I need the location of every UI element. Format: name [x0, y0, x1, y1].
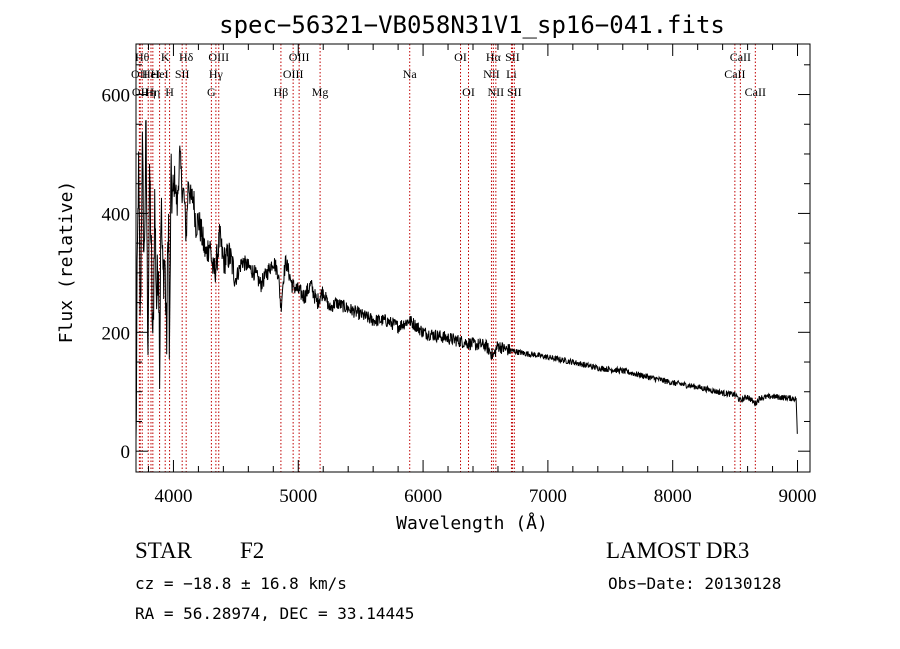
x-tick-label: 9000 [779, 486, 817, 507]
y-axis-label: Flux (relative) [56, 181, 77, 344]
spectral-line-label: OII [131, 67, 148, 81]
spectral-line-label: K [161, 50, 170, 64]
spectral-line-label: SII [505, 50, 520, 64]
spectral-line-label: Hα [486, 50, 502, 64]
spectral-line-label: Hη [141, 85, 156, 99]
spectral-line-label: OIII [208, 50, 229, 64]
x-tick-label: 8000 [654, 486, 692, 507]
spectral-line-label: Hη [145, 85, 160, 99]
x-tick-label: 7000 [529, 486, 567, 507]
obs-date: Obs−Date: 20130128 [608, 574, 782, 593]
object-class: STAR [135, 538, 192, 563]
spectral-line-label: OIII [283, 67, 304, 81]
redshift-readout: cz = −18.8 ± 16.8 km/s [135, 574, 347, 593]
spectrum-data-layer [135, 119, 798, 442]
spectral-line-label: Hδ [179, 50, 194, 64]
spectral-line-label: CaII [745, 85, 766, 99]
spectral-line-label: SII [507, 85, 522, 99]
axis-ticks-layer: 4000 5000 6000 7000 8000 9000 0 200 400 600 [102, 44, 817, 507]
chart-title: spec−56321−VB058N31V1_sp16−041.fits [219, 11, 725, 39]
spectral-line-label: NII [488, 85, 505, 99]
coordinates: RA = 56.28974, DEC = 33.14445 [135, 604, 415, 623]
spectral-line-label: OIII [289, 50, 310, 64]
x-tick-label: 4000 [154, 486, 192, 507]
spectral-line-label: Li [506, 67, 517, 81]
y-tick-label: 600 [102, 86, 131, 107]
spectral-line-label: Mg [312, 85, 329, 99]
spectral-line-label: G [207, 85, 216, 99]
spectral-line-label: NII [483, 67, 500, 81]
y-tick-label: 400 [102, 204, 131, 225]
spectral-line-label: Na [403, 67, 418, 81]
x-tick-label: 6000 [404, 486, 442, 507]
y-tick-label: 200 [102, 323, 131, 344]
y-tick-label: 0 [121, 442, 131, 463]
spectral-line-label: Hθ [135, 50, 150, 64]
survey-name: LAMOST DR3 [606, 538, 750, 563]
spectral-line-label: OI [454, 50, 467, 64]
spectral-line-label: CaII [730, 50, 751, 64]
spectrum-series-line [135, 119, 798, 442]
x-tick-label: 5000 [279, 486, 317, 507]
spectral-line-label: CaII [724, 67, 745, 81]
spectral-line-label: OI [462, 85, 475, 99]
spectral-line-label: HeI [151, 67, 169, 81]
spectral-line-label: H [165, 85, 174, 99]
spectral-line-label: SII [175, 67, 190, 81]
spectral-line-label: HeI [142, 67, 160, 81]
x-axis-label: Wavelength (Å) [396, 512, 548, 534]
object-subclass: F2 [240, 538, 265, 563]
spectral-line-label: Hβ [274, 85, 289, 99]
plot-frame [135, 43, 811, 473]
spectrum-plot: spec−56321−VB058N31V1_sp16−041.fits OII O… [56, 11, 817, 534]
spectral-line-label: Hγ [209, 67, 224, 81]
